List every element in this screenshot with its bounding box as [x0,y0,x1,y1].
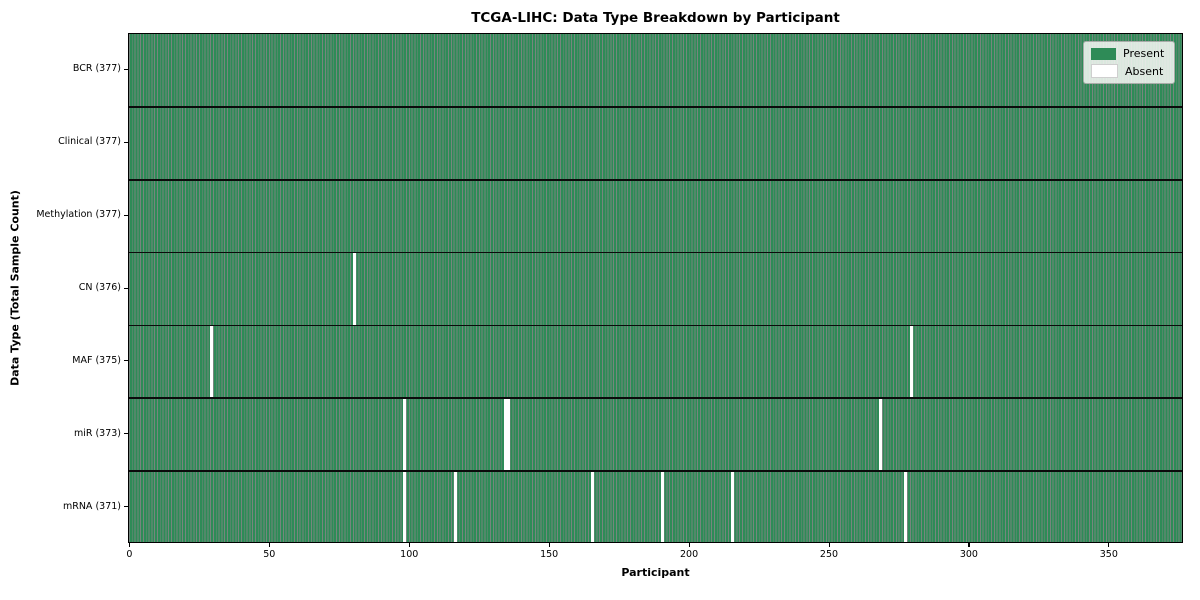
x-tick-label-50: 50 [263,549,276,560]
y-tick-label-Clinical: Clinical (377) [58,136,121,148]
absent-marker-mRNA-98 [403,471,407,542]
y-tick-mark [124,433,128,435]
y-tick-mark [124,141,128,143]
y-tick-mark [124,506,128,508]
absent-marker-miR-98 [403,398,407,472]
legend-swatch-present [1091,47,1116,60]
legend-label-present: Present [1123,47,1165,60]
x-tick-label-150: 150 [540,549,559,560]
x-axis-label: Participant [621,566,690,579]
y-tick-label-BCR: BCR (377) [72,63,121,75]
absent-marker-miR-268 [878,398,882,472]
y-tick-mark [124,68,128,71]
x-tick-label-200: 200 [680,549,699,560]
x-tick-label-250: 250 [819,549,839,560]
row-divider [129,251,1182,254]
absent-marker-mRNA-116 [453,471,457,542]
legend-swatch-absent [1091,64,1118,78]
absent-marker-mRNA-190 [660,471,664,542]
x-tick-mark [408,543,410,547]
row-divider [129,178,1182,181]
x-tick-mark [688,543,690,547]
legend-label-absent: Absent [1125,64,1164,78]
absent-marker-mRNA-165 [590,471,594,542]
x-tick-mark [1108,543,1110,547]
y-tick-label-Methylation: Methylation (377) [36,209,121,221]
legend-entry-absent: Absent [1091,64,1167,78]
x-tick-label-350: 350 [1099,549,1118,560]
y-tick-mark [124,287,128,289]
heatmap-plot-area [128,33,1183,543]
x-tick-mark [968,543,970,547]
x-tick-mark [828,543,830,547]
row-divider [129,106,1182,108]
y-tick-label-miR: miR (373) [73,427,121,439]
x-tick-mark [128,543,130,547]
x-tick-label-0: 0 [126,549,133,560]
absent-marker-miR-134 [503,398,507,472]
absent-marker-CN-80 [352,252,356,326]
absent-marker-MAF-279 [909,325,913,399]
y-tick-label-MAF: MAF (375) [72,354,121,366]
absent-marker-MAF-29 [210,325,214,399]
x-tick-mark [268,543,270,547]
absent-marker-miR-135 [506,398,510,472]
y-tick-label-CN: CN (376) [78,282,121,293]
y-tick-label-mRNA: mRNA (371) [62,500,121,512]
absent-marker-mRNA-277 [904,471,908,542]
x-tick-mark [548,543,550,547]
row-divider [129,397,1182,400]
row-divider [129,470,1182,472]
legend: Present Absent [1083,41,1175,84]
y-tick-mark [124,360,128,362]
legend-entry-present: Present [1091,47,1167,60]
y-tick-mark [124,214,128,216]
x-tick-label-100: 100 [400,549,419,560]
chart-title: TCGA-LIHC: Data Type Breakdown by Partic… [471,10,840,26]
absent-marker-mRNA-215 [730,471,734,542]
row-divider [129,324,1182,327]
x-tick-label-300: 300 [959,549,978,560]
